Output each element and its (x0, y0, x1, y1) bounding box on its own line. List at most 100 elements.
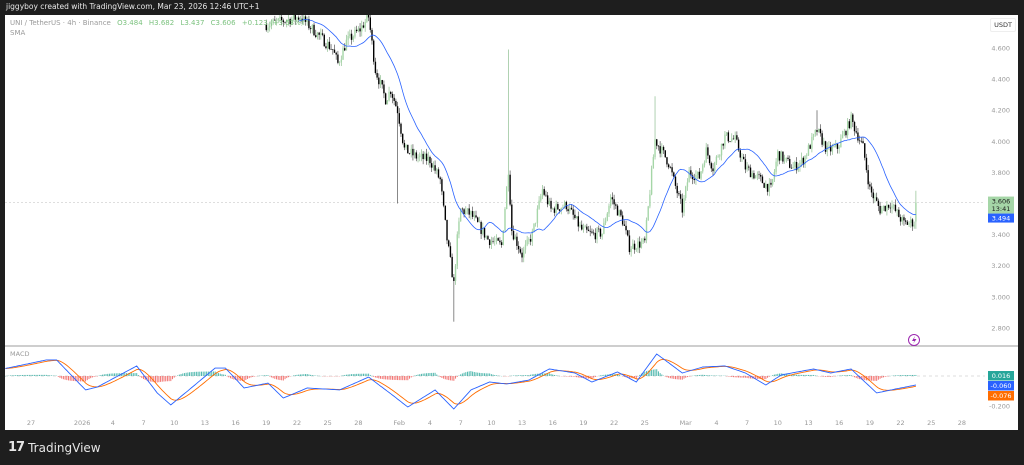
symbol-name[interactable]: UNI / TetherUS · 4h · Binance (10, 19, 111, 27)
candle-body (797, 166, 799, 171)
macd-histogram-label: 0.016 (992, 372, 1011, 380)
change-value: +0.123 (+3.53%) (241, 19, 304, 27)
macd-histogram-bar (664, 376, 666, 377)
macd-histogram-bar (241, 376, 243, 382)
sma-indicator-label[interactable]: SMA (10, 29, 26, 37)
candle-body (582, 227, 585, 230)
macd-histogram-bar (449, 376, 451, 381)
macd-histogram-bar (840, 375, 842, 376)
macd-histogram-bar (131, 373, 133, 376)
candle-body (400, 123, 402, 134)
candle-body (468, 208, 470, 215)
last-price-badge (988, 196, 1014, 214)
time-axis[interactable]: 27 2026 4 7 10 13 16 19 22 25 28 Feb 4 7 10 13 16 19 22 25 M… (27, 419, 966, 427)
macd-histogram-bar (842, 375, 844, 376)
candle-body (306, 18, 308, 22)
candle-body (688, 170, 690, 183)
macd-histogram-bar (267, 375, 269, 376)
candle-body (683, 198, 685, 213)
candle-body (821, 133, 823, 145)
candle-body (323, 34, 325, 47)
candle-body (908, 222, 910, 225)
candle-body (303, 16, 305, 22)
macd-histogram-bar (132, 373, 134, 376)
macd-histogram-bar (666, 376, 668, 378)
candle-body (572, 209, 574, 215)
macd-histogram-bar (112, 373, 114, 376)
candle-body (818, 128, 820, 132)
macd-indicator-label[interactable]: MACD (10, 350, 30, 358)
macd-histogram-bar (66, 376, 68, 381)
macd-histogram-bar (463, 372, 465, 376)
macd-histogram-bar (79, 376, 81, 382)
candle-body (553, 208, 556, 213)
macd-histogram-bar (606, 374, 608, 376)
macd-histogram-bar (381, 376, 383, 380)
macd-histogram-bar (385, 376, 387, 380)
macd-histogram-bar (115, 373, 117, 376)
macd-histogram-bar (753, 376, 755, 379)
candle-body (408, 153, 411, 154)
time-tick-label: 13 (201, 419, 209, 427)
price-axis[interactable]: 4.600 4.400 4.200 4.000 3.800 3.400 3.200 3.000… (991, 45, 1010, 333)
macd-histogram-bar (441, 376, 443, 378)
macd-histogram-bar (402, 376, 404, 381)
candle-body (386, 100, 389, 105)
macd-histogram-bar (785, 374, 787, 376)
candle-body (860, 140, 863, 142)
macd-histogram-bar (74, 376, 76, 382)
macd-histogram-bar (16, 375, 18, 376)
candle-body (615, 204, 617, 206)
candle-body (528, 239, 530, 240)
macd-histogram-bar (867, 376, 869, 381)
candle-body (393, 97, 395, 101)
candle-body (497, 238, 499, 241)
candle-body (282, 20, 285, 23)
candle-body (388, 91, 390, 101)
macd-value-label-badge (988, 381, 1014, 391)
candle-body (850, 114, 852, 129)
macd-histogram-bar (422, 373, 424, 376)
candle-body (451, 256, 453, 278)
macd-histogram-bar (245, 376, 247, 380)
candle-body (610, 197, 612, 206)
macd-histogram-bar (33, 374, 35, 376)
candle-body (881, 208, 883, 214)
macd-histogram-bar (357, 373, 359, 376)
candle-body (686, 182, 689, 187)
candle-body (714, 162, 716, 172)
candle-body (401, 133, 404, 143)
candle-body (533, 223, 535, 232)
currency-button[interactable]: USDT (990, 18, 1016, 32)
macd-histogram-bar (238, 376, 240, 381)
macd-histogram-bar (124, 373, 126, 376)
time-tick-label: 4 (428, 419, 432, 427)
lightning-icon[interactable] (908, 334, 920, 346)
macd-histogram-bar (143, 376, 145, 380)
candle-body (419, 155, 421, 158)
candle-body (741, 156, 743, 158)
macd-histogram-bar (654, 369, 656, 376)
macd-histogram-bar (594, 376, 596, 377)
macd-histogram-bar (668, 376, 670, 378)
candle-body (309, 28, 312, 30)
macd-histogram-bar (211, 371, 213, 376)
macd-histogram-bar (91, 376, 93, 378)
macd-histogram-bar (490, 374, 492, 376)
macd-histogram-bar (456, 376, 458, 377)
macd-histogram-bar (129, 373, 131, 376)
candle-body (480, 221, 482, 234)
time-tick-label: 22 (293, 419, 301, 427)
macd-histogram-bar (37, 374, 39, 376)
candle-body (823, 141, 825, 145)
candle-body (453, 277, 455, 281)
macd-histogram-bar (262, 375, 264, 376)
candle-body (789, 159, 791, 168)
candle-body (502, 230, 504, 245)
macd-histogram-bar (351, 374, 353, 376)
macd-histogram-bar (470, 371, 472, 376)
candle-body (403, 142, 406, 148)
macd-histogram-bar (417, 374, 419, 376)
macd-histogram-bar (741, 376, 743, 378)
